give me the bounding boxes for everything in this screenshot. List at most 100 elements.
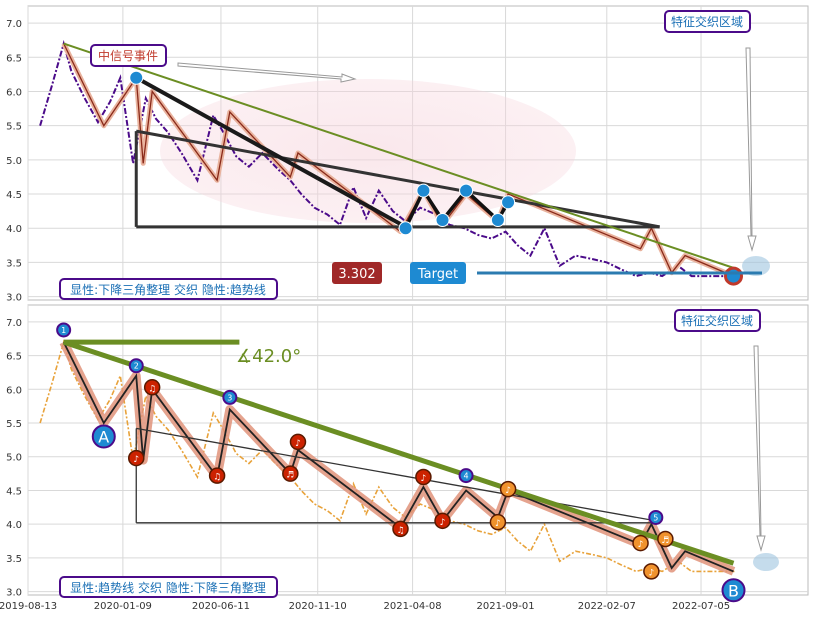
note-marker-label: ♬ bbox=[661, 536, 669, 546]
zone-label-bottom-text: 特征交织区域 bbox=[681, 313, 753, 328]
pattern-label-top-text: 显性:下降三角整理 交织 隐性:趋势线 bbox=[70, 282, 266, 297]
note-marker-circle bbox=[499, 480, 517, 498]
zone-label-bottom: 特征交织区域 bbox=[674, 309, 761, 332]
bottom-ytick-label: 4.0 bbox=[6, 520, 22, 531]
zone-blob-bottom bbox=[753, 553, 779, 571]
numbered-point: 5 bbox=[648, 509, 664, 525]
top-trend-layer bbox=[63, 42, 734, 269]
top-pivot-marker bbox=[459, 183, 474, 198]
letter-point-circle bbox=[91, 424, 116, 449]
letter-point-circle bbox=[721, 578, 746, 603]
top-ytick-label: 5.0 bbox=[6, 156, 22, 167]
note-marker-label: ♪ bbox=[440, 518, 446, 528]
numbered-point: 2 bbox=[128, 358, 144, 374]
zone-label-top: 特征交织区域 bbox=[664, 10, 751, 33]
bottom-ytick-label: 4.5 bbox=[6, 486, 22, 497]
bottom-ytick-label: 6.5 bbox=[6, 352, 22, 363]
axis-labels: 3.0 3.5 4.0 4.5 5.0 5.5 6.0 6.5 7.0 3.0 3.5 4.0 4.5 5… bbox=[0, 19, 730, 612]
numbered-point: 4 bbox=[458, 468, 474, 484]
note-marker: ♪ bbox=[632, 534, 649, 552]
note-marker: ♪ bbox=[499, 480, 517, 498]
xtick-label: 2020-01-09 bbox=[94, 601, 152, 612]
note-marker-label: ♪ bbox=[505, 486, 511, 496]
note-marker: ♫ bbox=[143, 379, 161, 396]
pattern-label-bottom: 显性:趋势线 交织 隐性:下降三角整理 bbox=[59, 576, 278, 598]
bottom-ytick-label: 7.0 bbox=[6, 318, 22, 329]
bottom-ytick-label: 5.5 bbox=[6, 419, 22, 430]
top-price-line bbox=[39, 39, 736, 278]
xtick-label: 2021-09-01 bbox=[476, 601, 534, 612]
note-marker-circle bbox=[282, 465, 299, 482]
numbered-point-circle bbox=[222, 389, 238, 405]
arrow-note bbox=[177, 62, 357, 83]
top-pivot-marker bbox=[416, 183, 431, 198]
top-ytick-label: 6.5 bbox=[6, 53, 22, 64]
note-marker-circle bbox=[127, 449, 145, 467]
note-marker-label: ♪ bbox=[495, 519, 501, 529]
bottom-ytick-label: 3.0 bbox=[6, 588, 22, 599]
letter-point-label: A bbox=[98, 428, 109, 447]
top-ytick-label: 4.0 bbox=[6, 224, 22, 235]
note-marker-circle bbox=[415, 468, 432, 486]
top-pivot-marker bbox=[501, 195, 516, 210]
top-price-layer bbox=[39, 39, 736, 278]
top-ytick-label: 4.5 bbox=[6, 190, 22, 201]
note-marker-circle bbox=[392, 520, 409, 538]
letter-point: B bbox=[721, 578, 746, 603]
bottom-ytick-label: 5.0 bbox=[6, 453, 22, 464]
xtick-label: 2022-02-07 bbox=[578, 601, 636, 612]
note-marker: ♪ bbox=[489, 513, 507, 531]
numbered-point: 3 bbox=[222, 389, 238, 405]
numbered-point-circle bbox=[128, 358, 144, 374]
note-marker-label: ♪ bbox=[295, 439, 301, 449]
note-marker-circle bbox=[143, 379, 161, 396]
top-triangle-upper-edge bbox=[135, 129, 660, 229]
numbered-point-circle bbox=[56, 322, 72, 338]
top-triangle-hypotenuse bbox=[135, 76, 407, 229]
bottom-zigzag-layer bbox=[59, 340, 736, 576]
note-marker: ♪ bbox=[127, 449, 145, 467]
note-marker-label: ♪ bbox=[133, 455, 139, 465]
top-pivot-marker bbox=[724, 266, 744, 286]
note-marker-circle bbox=[657, 530, 674, 548]
top-pivot-marker bbox=[398, 221, 413, 236]
note-marker-circle bbox=[489, 513, 507, 531]
bottom-markers-layer: 1 2 3 4 5 ♪ ♫ ♫ ♬ ♪ ♫ ♪ ♪ ♪ ♪ ♪ ♬ ♪ A B bbox=[56, 322, 746, 603]
signal-event-label: 中信号事件 bbox=[90, 44, 167, 67]
xtick-label: 2020-11-10 bbox=[289, 601, 347, 612]
note-marker-label: ♪ bbox=[648, 568, 654, 578]
note-marker-circle bbox=[208, 467, 226, 484]
xtick-label: 2021-04-08 bbox=[384, 601, 442, 612]
note-marker: ♫ bbox=[392, 520, 409, 538]
note-marker-label: ♬ bbox=[286, 471, 294, 481]
bottom-ytick-label: 3.5 bbox=[6, 554, 22, 565]
numbered-point: 1 bbox=[56, 322, 72, 338]
zone-blob-top bbox=[742, 256, 770, 276]
note-marker-label: ♫ bbox=[396, 526, 404, 536]
note-marker-circle bbox=[289, 433, 307, 451]
top-ytick-label: 5.5 bbox=[6, 122, 22, 133]
xtick-label: 2022-07-05 bbox=[672, 601, 730, 612]
note-marker: ♪ bbox=[434, 512, 451, 530]
top-pivot-marker bbox=[490, 213, 505, 228]
target-badge: Target bbox=[410, 262, 466, 284]
angle-label: ∡42.0° bbox=[236, 346, 301, 367]
numbered-point-circle bbox=[458, 468, 474, 484]
note-marker-circle bbox=[434, 512, 451, 530]
top-ytick-label: 6.0 bbox=[6, 87, 22, 98]
bottom-triangle-upper-edge bbox=[136, 427, 660, 523]
signal-event-text: 中信号事件 bbox=[98, 48, 158, 63]
top-green-trendline bbox=[63, 42, 734, 269]
numbered-point-label: 2 bbox=[134, 362, 139, 371]
bottom-price-line bbox=[39, 339, 736, 573]
note-marker-circle bbox=[643, 563, 660, 580]
letter-point: A bbox=[91, 424, 116, 449]
bottom-ytick-label: 6.0 bbox=[6, 385, 22, 396]
note-marker: ♪ bbox=[415, 468, 432, 486]
top-pivot-marker bbox=[435, 213, 450, 228]
numbered-point-label: 5 bbox=[653, 513, 658, 522]
numbered-point-label: 1 bbox=[61, 326, 66, 335]
note-marker: ♪ bbox=[289, 433, 307, 451]
